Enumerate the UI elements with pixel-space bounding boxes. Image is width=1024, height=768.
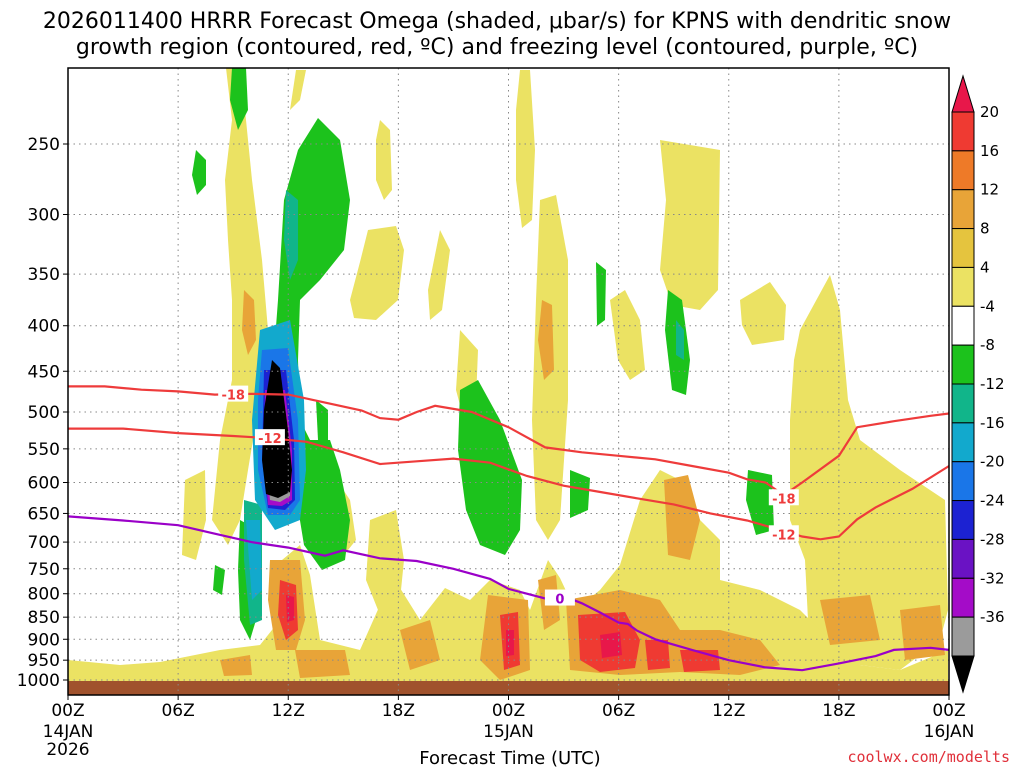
colorbar-label-8: -16 <box>980 414 1005 432</box>
y-tick-label-450: 450 <box>28 362 60 382</box>
colorbar-segment-7 <box>951 383 975 424</box>
colorbar-segment-8 <box>951 422 975 463</box>
contour-label-bg-1-b <box>768 525 799 542</box>
colorbar-segment-10 <box>951 500 975 540</box>
contour-label-1-a: -12 <box>258 432 282 447</box>
chart-title-line2: growth region (contoured, red, ºC) and f… <box>76 35 918 60</box>
colorbar-segment-13 <box>951 616 975 657</box>
colorbar-label-11: -28 <box>980 530 1005 548</box>
y-tick-label-350: 350 <box>28 265 60 285</box>
colorbar-segment-5 <box>951 305 975 346</box>
y-tick-label-700: 700 <box>28 533 60 553</box>
credit-text: coolwx.com/modelts <box>847 748 1010 766</box>
contour-label-1-b: -12 <box>772 528 796 543</box>
colorbar-segment-2 <box>951 189 975 230</box>
colorbar-segment-3 <box>951 228 975 268</box>
ground-band <box>68 681 949 695</box>
x-tick-label-0: 00Z <box>51 701 84 721</box>
colorbar-label-4: 4 <box>980 258 990 276</box>
contour-label-bg-1-a <box>254 429 285 446</box>
y-tick-label-550: 550 <box>28 440 60 460</box>
colorbar-segment-4 <box>951 266 975 307</box>
y-tick-label-850: 850 <box>28 608 60 628</box>
y-tick-label-600: 600 <box>28 473 60 493</box>
y-tick-label-750: 750 <box>28 560 60 580</box>
y-tick-label-1000: 1000 <box>17 671 60 691</box>
colorbar-segment-12 <box>951 577 975 618</box>
contour-label-0-b: -18 <box>772 492 796 507</box>
chart-title-line1: 2026011400 HRRR Forecast Omega (shaded, … <box>43 9 951 34</box>
colorbar-label-0: 20 <box>980 103 999 121</box>
x-tick-label-1: 06Z <box>161 701 194 721</box>
colorbar-label-9: -20 <box>980 453 1005 471</box>
y-tick-label-650: 650 <box>28 504 60 524</box>
colorbar-segment-9 <box>951 461 975 502</box>
y-tick-label-300: 300 <box>28 205 60 225</box>
y-tick-label-900: 900 <box>28 630 60 650</box>
colorbar-label-6: -8 <box>980 336 995 354</box>
colorbar-segment-0 <box>951 111 975 152</box>
x-tick-label-2: 12Z <box>272 701 305 721</box>
colorbar-label-5: -4 <box>980 297 995 315</box>
y-tick-label-250: 250 <box>28 135 60 155</box>
colorbar-label-2: 12 <box>980 181 999 199</box>
contour-label-bg-0-a <box>218 385 249 402</box>
x-tick-date-8: 16JAN <box>924 722 975 742</box>
contour-label-bg-0-b <box>768 489 799 506</box>
colorbar-label-12: -32 <box>980 569 1005 587</box>
colorbar-segment-11 <box>951 538 975 579</box>
x-tick-date-4: 15JAN <box>483 722 534 742</box>
x-tick-date-0: 14JAN <box>43 722 94 742</box>
colorbar-label-13: -36 <box>980 608 1005 626</box>
colorbar-segment-6 <box>951 344 975 385</box>
x-tick-label-7: 18Z <box>822 701 855 721</box>
contour-lines: -18 -18 -12 -12 0 <box>68 385 949 672</box>
colorbar: 20 16 12 8 4 -4 -8 -12 -16 -20 -24 -28 -32 -36 <box>951 74 1005 694</box>
x-tick-label-3: 18Z <box>382 701 415 721</box>
x-axis-label: Forecast Time (UTC) <box>419 748 600 768</box>
x-tick-year-0: 2026 <box>46 740 89 760</box>
contour-label-0-a: -18 <box>221 389 245 404</box>
colorbar-bottom-cap <box>951 655 975 694</box>
colorbar-label-1: 16 <box>980 142 999 160</box>
contour-label-bg-2-a <box>544 589 575 606</box>
colorbar-top-cap <box>951 74 975 113</box>
colorbar-label-10: -24 <box>980 492 1005 510</box>
x-tick-label-5: 06Z <box>602 701 635 721</box>
y-tick-label-800: 800 <box>28 585 60 605</box>
y-axis-ticks: 2503003504004505005506006507007508008509… <box>17 135 68 691</box>
y-tick-label-950: 950 <box>28 651 60 671</box>
contour-label-2-a: 0 <box>555 593 564 608</box>
colorbar-label-3: 8 <box>980 220 990 238</box>
omega-shading <box>68 68 948 682</box>
plot-frame <box>67 67 950 696</box>
x-tick-label-4: 00Z <box>492 701 525 721</box>
x-tick-label-6: 12Z <box>712 701 745 721</box>
y-tick-label-400: 400 <box>28 317 60 337</box>
colorbar-label-7: -12 <box>980 375 1005 393</box>
colorbar-segment-1 <box>951 150 975 191</box>
x-tick-label-8: 00Z <box>932 701 965 721</box>
y-tick-label-500: 500 <box>28 403 60 423</box>
